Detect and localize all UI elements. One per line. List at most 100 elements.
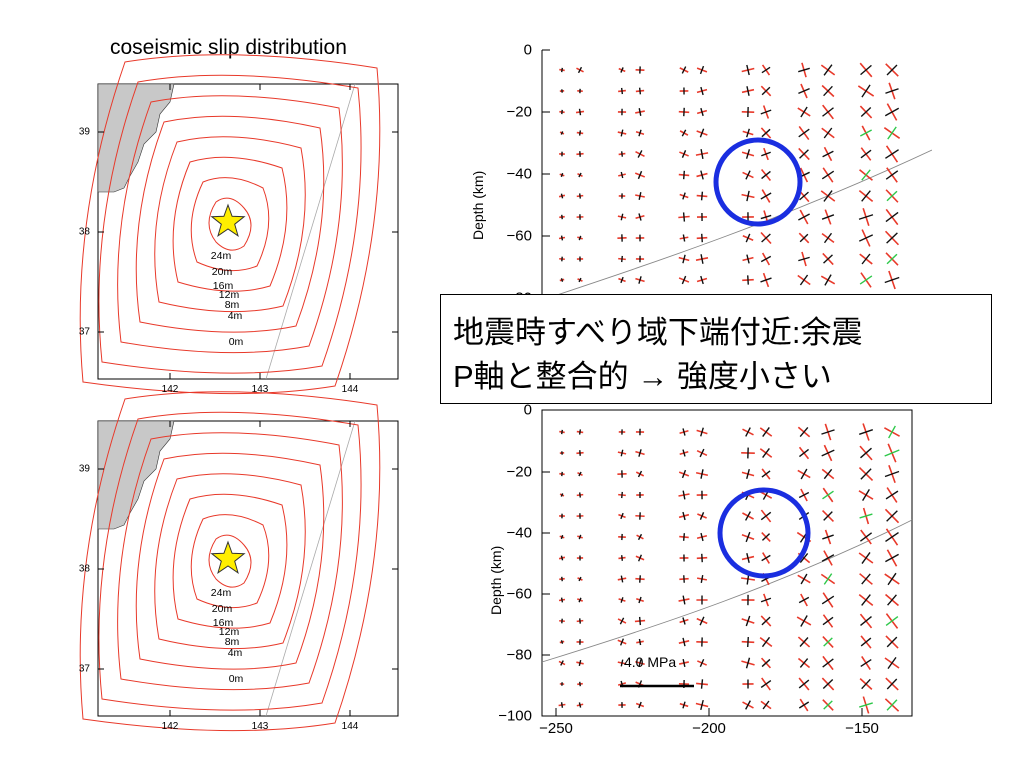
stress-axis-compression	[746, 190, 750, 202]
stress-axis-compression	[760, 192, 772, 200]
stress-axis-compression	[760, 255, 772, 263]
stress-axis-compression	[682, 511, 686, 521]
stress-axis-compression	[682, 533, 686, 541]
stress-axis-compression	[560, 278, 564, 282]
stress-glyphs	[558, 423, 900, 714]
stress-axis-compression	[682, 192, 686, 200]
stress-axis-compression	[560, 534, 564, 540]
slip-contour-line	[79, 391, 381, 732]
stress-axis-compression	[682, 595, 686, 605]
stress-axis-compression	[682, 617, 686, 625]
stress-axis-compression	[578, 702, 582, 708]
stress-axis-compression	[578, 429, 582, 435]
stress-axis-compression	[799, 637, 809, 647]
depth-tick: −40	[506, 524, 532, 542]
stress-axis-compression	[885, 615, 899, 627]
slip-contour-line	[135, 115, 325, 333]
stress-axis-compression	[885, 532, 899, 542]
callout-line-1: 地震時すべり域下端付近:余震	[453, 315, 863, 350]
trench-line	[265, 83, 356, 380]
stress-axis-compression	[682, 254, 686, 264]
stress-axis-compression	[621, 255, 623, 263]
stress-axis-compression	[745, 233, 751, 243]
stress-axis-compression	[860, 637, 872, 647]
epicenter-star-icon	[210, 203, 246, 237]
stress-axis-compression	[886, 232, 898, 244]
stress-axis-compression	[638, 596, 642, 604]
annotation-callout: 地震時すべり域下端付近:余震 P軸と整合的 → 強度小さい	[440, 294, 992, 404]
stress-axis-compression	[886, 510, 898, 522]
stress-axis-compression	[578, 235, 582, 241]
depth-axis-title: Depth (km)	[488, 545, 504, 615]
stress-axis-compression	[746, 64, 750, 76]
stress-axis-compression	[620, 67, 624, 73]
stress-axis-compression	[860, 447, 872, 459]
slab-interface-line	[541, 149, 932, 300]
stress-axis-compression	[885, 88, 899, 94]
contour-label: 8m	[224, 636, 240, 648]
stress-axis-compression	[638, 701, 642, 709]
stress-axis-compression	[884, 107, 900, 117]
stress-axis-compression	[681, 129, 687, 137]
stress-section-top-canvas	[541, 49, 932, 300]
contour-label: 12m	[218, 626, 240, 638]
slip-contour-line	[172, 156, 288, 292]
stress-axis-compression	[747, 275, 749, 285]
stress-axis-compression	[858, 429, 874, 435]
contour-label: 20m	[211, 266, 233, 278]
stress-axis-compression	[760, 511, 772, 521]
stress-axis-compression	[821, 595, 835, 605]
stress-axis-compression	[620, 597, 624, 603]
stress-axis-compression	[745, 615, 751, 627]
map-ticks	[98, 84, 398, 379]
stress-axis-compression	[861, 190, 871, 202]
stress-axis-compression	[637, 470, 643, 478]
map-y-tick: 39	[78, 463, 90, 475]
slip-map-bottom: 39 38 37 142 143 144 24m 20m 16m 12m 8m …	[79, 391, 399, 732]
stress-axis-compression	[798, 256, 810, 262]
stress-axis-compression	[577, 66, 583, 74]
stress-axis-compression	[746, 86, 750, 96]
stress-axis-compression	[745, 531, 751, 543]
stress-axis-compression	[860, 659, 872, 667]
slip-map-top-canvas	[79, 54, 399, 395]
stress-axis-compression	[560, 702, 564, 708]
stress-axis-compression	[822, 678, 834, 690]
stress-axis-compression	[861, 552, 871, 564]
depth-axis-title: Depth (km)	[470, 170, 486, 240]
stress-axis-compression	[798, 701, 810, 709]
contour-label: 8m	[224, 299, 240, 311]
stress-axis-compression	[824, 274, 832, 286]
slip-contours	[79, 54, 381, 395]
stress-axis-compression	[638, 108, 642, 116]
depth-tick: −60	[506, 585, 532, 603]
stress-axis-compression	[859, 513, 873, 519]
stress-axis-compression	[560, 597, 564, 603]
stress-axis-compression	[682, 212, 686, 222]
stress-axis-compression	[800, 615, 808, 627]
stress-axis-compression	[886, 636, 898, 648]
stress-axis-compression	[620, 171, 624, 179]
stress-axis-compression	[800, 573, 808, 585]
stress-axis-compression	[620, 659, 624, 667]
stress-axis-compression	[799, 427, 809, 437]
slip-contour-line	[208, 534, 252, 588]
stress-axis-compression	[887, 572, 897, 586]
stress-axis-compression	[700, 191, 704, 201]
stress-axis-compression	[859, 275, 873, 285]
stress-axis-compression	[700, 107, 704, 117]
stress-axis-compression	[745, 427, 751, 437]
slip-map-top: 39 38 37 142 143 144 24m 20m 16m 12m 8m …	[79, 54, 399, 395]
stress-axis-compression	[823, 511, 833, 521]
stress-axis-compression	[700, 532, 704, 542]
stress-axis-compression	[859, 532, 873, 542]
stress-axis-compression	[638, 276, 642, 284]
stress-axis-compression	[745, 149, 751, 159]
stress-axis-compression	[578, 597, 582, 603]
depth-tick: −40	[506, 165, 532, 183]
stress-axis-compression	[884, 470, 900, 478]
stress-axis-compression	[638, 449, 642, 457]
stress-axis-compression	[700, 254, 704, 264]
stress-axis-compression	[798, 67, 810, 73]
stress-axis-compression	[860, 129, 872, 137]
